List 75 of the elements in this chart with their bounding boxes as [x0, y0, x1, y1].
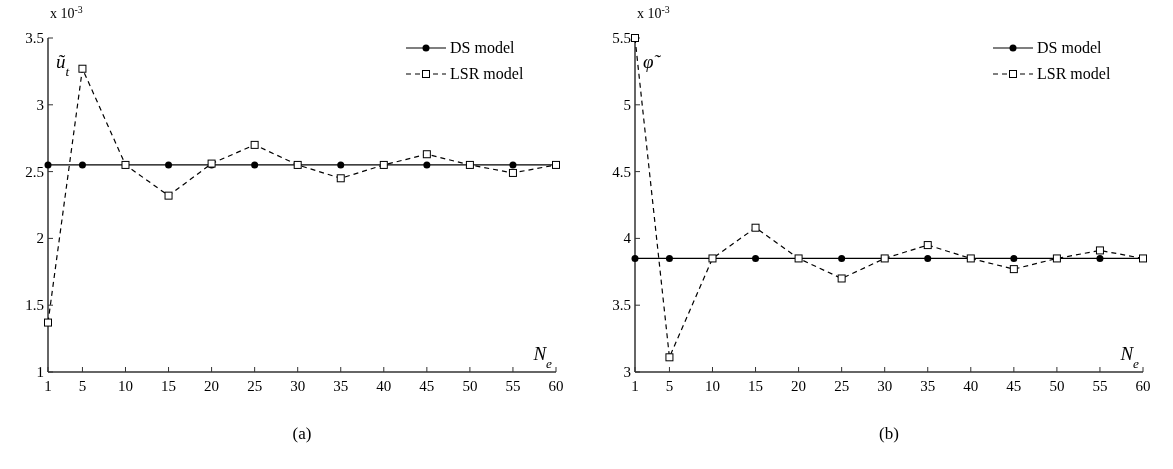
y-tick-label: 4.5: [612, 163, 631, 180]
point: [1010, 254, 1018, 262]
legend-label: DS model: [450, 39, 515, 56]
point: [423, 161, 431, 169]
x-tick-label: 5: [78, 378, 87, 394]
point: [631, 254, 639, 262]
x-tick-label: 50: [1049, 378, 1065, 394]
y-tick-label: 2.5: [25, 163, 44, 180]
point: [751, 223, 760, 232]
point: [924, 254, 932, 262]
y-tick-label: 1: [36, 364, 44, 380]
x-tick-label: 50: [462, 378, 478, 394]
point: [752, 254, 760, 262]
x-tick-label: 55: [1092, 378, 1108, 394]
point: [251, 161, 259, 169]
x-tick-label: 40: [963, 378, 979, 394]
point: [1095, 246, 1104, 255]
point: [44, 161, 52, 169]
x-tick-label: 20: [204, 378, 220, 394]
point: [508, 168, 517, 177]
point: [665, 254, 673, 262]
y-tick-label: 5: [623, 96, 631, 113]
point: [837, 274, 846, 283]
x-tick-label: 60: [548, 378, 564, 394]
point: [164, 191, 173, 200]
x-axis-title: N$_{e}$: [532, 343, 553, 371]
point: [44, 318, 52, 327]
y-tick-label: 3: [623, 364, 631, 380]
y-tick-label: 3.5: [25, 30, 44, 46]
legend-label: LSR model: [1037, 65, 1111, 82]
point: [337, 161, 345, 169]
point: [1009, 265, 1018, 274]
text: (a): [292, 424, 312, 443]
x-tick-label: 35: [333, 378, 349, 394]
point: [838, 254, 846, 262]
x-tick-label: 20: [791, 378, 807, 394]
x-tick-label: 30: [877, 378, 893, 394]
x-tick-label: 15: [748, 378, 764, 394]
y-tick-label: 5.5: [612, 30, 631, 46]
point: [165, 161, 173, 169]
y-tick-label: 3.5: [612, 297, 631, 314]
x-tick-label: 10: [704, 378, 720, 394]
point: [336, 174, 345, 183]
text: x 10$^{-3}$: [50, 3, 83, 21]
x-tick-label: 25: [834, 378, 850, 394]
x-axis-title: N$_{e}$: [1119, 343, 1140, 371]
point: [923, 241, 932, 250]
y-tick-label: 2: [36, 230, 44, 247]
point: [422, 150, 431, 159]
x-tick-label: 15: [161, 378, 177, 394]
point: [1096, 254, 1104, 262]
text: x 10$^{-3}$: [637, 3, 670, 21]
x-tick-label: 35: [920, 378, 936, 394]
point: [78, 161, 86, 169]
legend-label: LSR model: [450, 65, 524, 82]
x-tick-label: 25: [247, 378, 263, 394]
x-tick-label: 30: [290, 378, 306, 394]
text: (b): [879, 424, 899, 443]
point: [250, 140, 259, 149]
y-tick-label: 3: [36, 96, 44, 113]
y-axis-title: ũ$_{t}$: [56, 51, 70, 79]
y-axis-title: φ̃: [643, 51, 662, 72]
y-tick-label: 1.5: [25, 297, 44, 314]
x-tick-label: 45: [1006, 378, 1022, 394]
point: [78, 64, 87, 73]
x-tick-label: 55: [505, 378, 521, 394]
x-tick-label: 60: [1135, 378, 1151, 394]
point: [509, 161, 517, 169]
x-tick-label: 45: [419, 378, 435, 394]
point: [665, 353, 674, 362]
x-tick-label: 5: [665, 378, 674, 394]
x-tick-label: 10: [117, 378, 133, 394]
x-tick-label: 40: [376, 378, 392, 394]
legend-label: DS model: [1037, 39, 1102, 56]
y-tick-label: 4: [623, 230, 632, 247]
